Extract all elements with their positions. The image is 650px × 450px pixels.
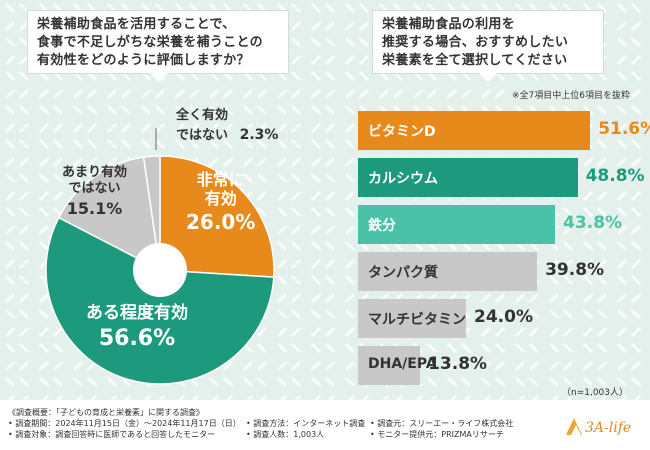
pie-label-text: 全く有効	[176, 108, 229, 123]
pie-chart	[45, 128, 275, 385]
footer-line: • モニター提供元：PRIZMAリサーチ	[370, 430, 504, 439]
bar-value: 48.8%	[585, 166, 645, 186]
pie-label-text: ではない	[68, 181, 121, 196]
footer-col3: • 調査元：スリーエー・ライフ株式会社 • モニター提供元：PRIZMAリサーチ	[370, 418, 513, 440]
right-question-line: 推奨する場合、おすすめしたい	[382, 35, 569, 50]
pie-label-very-effective: 非常に 有効 26.0%	[186, 170, 255, 236]
pie-label-value: 56.6%	[98, 326, 176, 351]
footer-col2: • 調査方法：インターネット調査 • 調査人数：1,003人	[246, 418, 365, 440]
bar-label: ビタミンD	[368, 124, 436, 140]
left-question-box: 栄養補助食品を活用することで、 食事で不足しがちな栄養を補うことの 有効性をどの…	[27, 10, 289, 82]
pie-label-not-effective: 全く有効 ではない 2.3%	[176, 107, 278, 143]
right-question-box: 栄養補助食品の利用を 推奨する場合、おすすめしたい 栄養素を全て選択してください	[372, 10, 604, 82]
bar	[358, 111, 591, 150]
footer-line: 《調査概要：「子どもの育成と栄養素」に関する調査》	[8, 408, 204, 417]
bar	[358, 252, 538, 291]
left-question-line: 有効性をどのように評価しますか？	[37, 53, 250, 68]
pie-center-hole	[133, 243, 187, 297]
footer-line: • 調査期間：2024年11月15日（金）〜2024年11月17日（日）	[8, 419, 241, 428]
logo-text: 3A-life	[585, 420, 631, 436]
footer-col1: 《調査概要：「子どもの育成と栄養素」に関する調査》 • 調査期間：2024年11…	[8, 407, 241, 440]
footer-line: • 調査方法：インターネット調査	[246, 419, 366, 428]
left-question-line: 栄養補助食品を活用することで、	[37, 17, 236, 32]
right-question-line: 栄養補助食品の利用を	[382, 17, 516, 32]
pie-slice-not-very-effective	[57, 156, 161, 272]
bar-value: 51.6%	[598, 119, 650, 139]
bar-label: 鉄分	[368, 218, 396, 234]
pie-label-value: 15.1%	[66, 199, 123, 218]
bar-value: 39.8%	[545, 260, 605, 280]
pie-label-value: 2.3%	[239, 127, 279, 143]
bar	[358, 346, 421, 385]
pie-label-value: 26.0%	[186, 210, 256, 234]
pie-label-text: 有効	[204, 189, 237, 208]
footer-line: • 調査元：スリーエー・ライフ株式会社	[370, 419, 514, 428]
pie-label-text: あまり有効	[62, 165, 128, 180]
pie-label-text: 非常に	[196, 170, 245, 189]
pie-label-text: ではない	[176, 128, 229, 143]
bar-label: タンパク質	[368, 265, 438, 281]
bar-value: 13.8%	[428, 354, 488, 374]
sample-size: （n=1,003人）	[561, 388, 628, 398]
right-question-line: 栄養素を全て選択してください	[382, 53, 568, 68]
selection-note: ※全7項目中上位6項目を抜粋	[512, 91, 630, 101]
bar-label: マルチビタミン	[368, 312, 466, 328]
footer-line: • 調査人数：1,003人	[246, 430, 325, 439]
pie-slice-somewhat-effective	[45, 216, 275, 385]
bar-label: カルシウム	[368, 171, 438, 187]
footer-line: • 調査対象：調査回答時に医師であると回答したモニター	[8, 430, 216, 439]
bar-value: 24.0%	[474, 307, 533, 327]
pie-label-not-very-effective: あまり有効 ではない 15.1%	[62, 165, 127, 221]
bar	[358, 205, 556, 244]
bar-value: 43.8%	[563, 213, 623, 233]
pie-slice-very-effective	[159, 155, 275, 278]
logo: 3A-life	[566, 418, 631, 436]
bar-label: DHA/EPA	[368, 356, 437, 372]
pie-slice-not-effective	[142, 155, 161, 271]
bar	[358, 158, 578, 197]
pie-label-somewhat-effective: ある程度有効 56.6%	[86, 302, 188, 354]
pie-label-text: ある程度有効	[86, 303, 188, 323]
left-question-line: 食事で不足しがちな栄養を補うことの	[37, 35, 263, 50]
bar	[358, 299, 466, 338]
footer: 《調査概要：「子どもの育成と栄養素」に関する調査》 • 調査期間：2024年11…	[0, 400, 650, 450]
